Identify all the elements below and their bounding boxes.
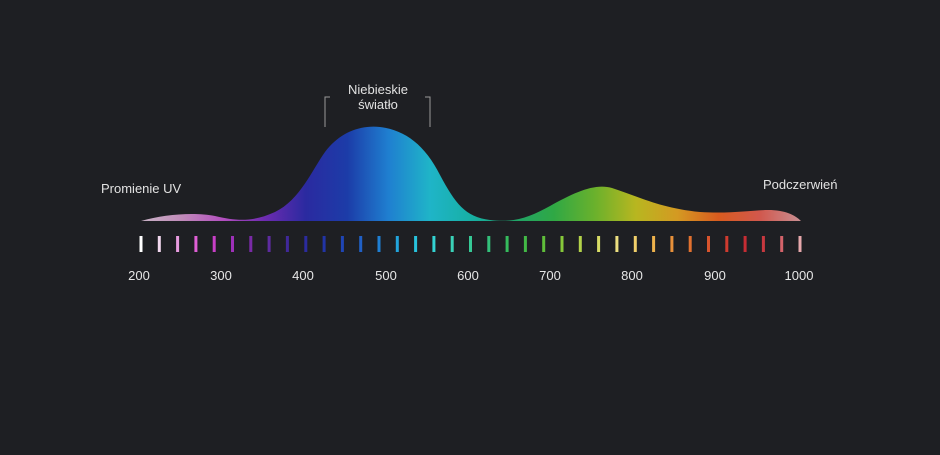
scale-bar [761,236,765,252]
scale-bar [432,236,436,252]
blue-light-label-line1: Niebieskie [348,82,408,97]
scale-bar [322,236,326,252]
uv-label: Promienie UV [101,181,182,196]
scale-bar [395,236,399,252]
scale-bar [212,236,216,252]
infrared-label: Podczerwień [763,177,838,192]
tick-label: 300 [210,268,232,283]
scale-bar [340,236,344,252]
scale-bar [633,236,637,252]
scale-bar [176,236,180,252]
scale-bar [597,236,601,252]
scale-bar [231,236,234,252]
scale-bar [285,236,289,252]
scale-bar [267,236,271,252]
blue-light-bracket [324,96,431,127]
tick-label: 900 [704,268,726,283]
scale-bar [560,236,564,252]
blue-light-label: Niebieskie światło [325,82,431,112]
scale-bar [157,236,161,252]
tick-label: 400 [292,268,314,283]
scale-bar [670,236,674,252]
blue-light-label-line2: światło [358,97,398,112]
spectrum-scale-bars [139,236,802,252]
scale-bar [194,236,198,252]
scale-bar [780,236,784,252]
scale-bar [249,236,253,252]
scale-bar [688,236,692,252]
scale-bar [542,236,546,252]
tick-label: 700 [539,268,561,283]
scale-bar [359,236,363,252]
scale-bar [652,236,656,252]
tick-label: 800 [621,268,643,283]
scale-bar [450,236,454,252]
scale-bar [523,236,527,252]
scale-bar [469,236,472,252]
scale-bar [414,236,418,252]
scale-bar [615,236,619,252]
scale-bar [139,236,143,252]
scale-bar [707,236,710,252]
scale-bar [487,236,491,252]
scale-bar [578,236,582,252]
emission-curve [141,126,801,221]
scale-bar [304,236,308,252]
tick-label: 500 [375,268,397,283]
tick-label: 1000 [784,268,814,283]
tick-label: 200 [128,268,150,283]
scale-bar [798,236,802,252]
scale-bar [743,236,747,252]
scale-bar [725,236,729,252]
tick-label: 600 [457,268,479,283]
scale-bar [377,236,381,252]
scale-bar [505,236,509,252]
